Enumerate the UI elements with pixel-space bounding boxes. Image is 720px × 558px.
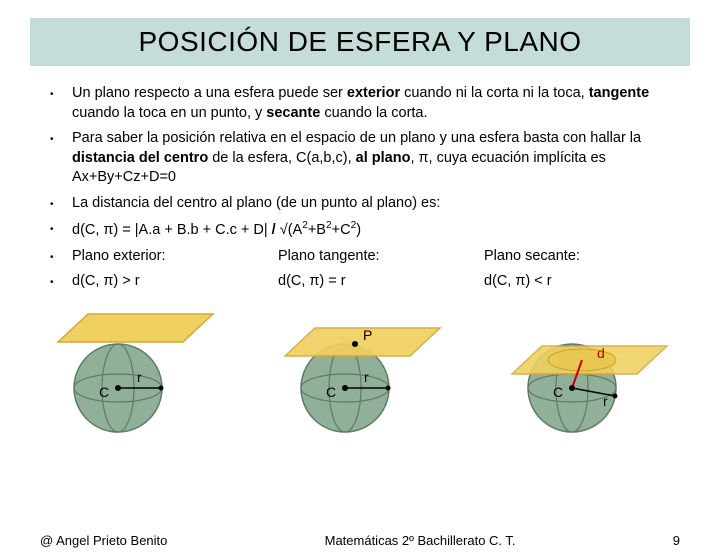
bullet-item: • La distancia del centro al plano (de u… [50,194,680,214]
bullet-item: • Un plano respecto a una esfera puede s… [50,84,680,123]
case-cond-tangente: d(C, π) = r [278,272,474,292]
bullet-text: d(C, π) = |A.a + B.b + C.c + D| / √(A2+B… [72,219,680,240]
case-title-exterior: Plano exterior: [72,247,268,267]
footer: @ Angel Prieto Benito Matemáticas 2º Bac… [0,533,720,548]
label-C: C [553,384,563,400]
label-C: C [99,384,109,400]
bullet-list: • Un plano respecto a una esfera puede s… [0,78,720,292]
case-title-tangente: Plano tangente: [278,247,474,267]
label-d: d [597,345,605,361]
bullet-item: • Para saber la posición relativa en el … [50,129,680,188]
bullet-item-cases: • Plano exterior: Plano tangente: Plano … [50,247,680,267]
tangent-point [352,341,358,347]
label-r: r [603,393,608,409]
footer-course: Matemáticas 2º Bachillerato C. T. [325,533,516,548]
case-cond-secante: d(C, π) < r [484,272,680,292]
case-title-secante: Plano secante: [484,247,680,267]
bullet-dot: • [50,247,72,267]
diagrams-row: C r P C r [0,306,720,436]
label-r: r [137,369,142,385]
title-box: POSICIÓN DE ESFERA Y PLANO [30,18,690,66]
label-P: P [363,327,372,343]
plane-icon [58,314,213,342]
bullet-dot: • [50,219,72,240]
bullet-text: La distancia del centro al plano (de un … [72,194,680,214]
diagram-tangente: P C r [260,306,460,436]
bullet-text: Un plano respecto a una esfera puede ser… [72,84,680,123]
bullet-dot: • [50,194,72,214]
case-cond-exterior: d(C, π) > r [72,272,268,292]
page-title: POSICIÓN DE ESFERA Y PLANO [40,26,680,58]
bullet-text: Para saber la posición relativa en el es… [72,129,680,188]
diagram-secante: C r d [487,306,687,436]
bullet-dot: • [50,84,72,123]
diagram-exterior: C r [33,306,233,436]
bullet-dot: • [50,129,72,188]
footer-author: @ Angel Prieto Benito [40,533,167,548]
bullet-dot: • [50,272,72,292]
label-r: r [364,369,369,385]
footer-page-number: 9 [673,533,680,548]
bullet-item: • d(C, π) = |A.a + B.b + C.c + D| / √(A2… [50,219,680,240]
label-C: C [326,384,336,400]
bullet-item-conditions: • d(C, π) > r d(C, π) = r d(C, π) < r [50,272,680,292]
